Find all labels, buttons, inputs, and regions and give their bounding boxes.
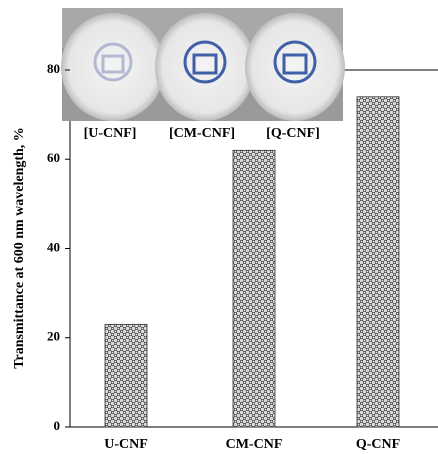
- bar: [233, 150, 275, 427]
- y-tick-label: 40: [47, 239, 60, 254]
- x-tick-label: U-CNF: [104, 437, 148, 452]
- inset-photo: [61, 8, 345, 121]
- x-tick-label: CM-CNF: [226, 437, 283, 452]
- y-tick-label: 80: [47, 61, 60, 76]
- bar: [357, 97, 399, 427]
- y-axis-label: Transmittance at 600 nm wavelength, %: [12, 127, 27, 369]
- chart: Transmittance at 600 nm wavelength, % 0 2…: [0, 0, 438, 454]
- y-tick-label: 20: [47, 329, 60, 344]
- inset-label: [Q-CNF]: [266, 126, 320, 141]
- y-tick-label: 60: [47, 150, 60, 165]
- y-tick-label: 0: [54, 418, 61, 433]
- inset-label: [CM-CNF]: [169, 126, 235, 141]
- bar: [105, 324, 147, 427]
- inset-label: [U-CNF]: [84, 126, 137, 141]
- x-tick-label: Q-CNF: [356, 437, 400, 452]
